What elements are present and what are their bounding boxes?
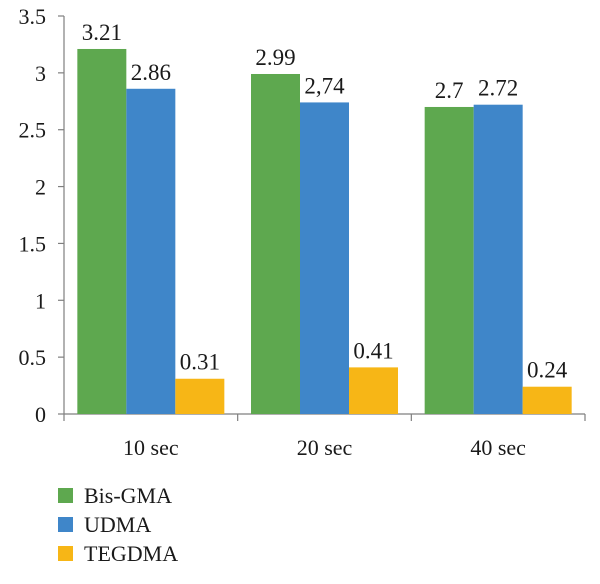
- y-tick-label: 0: [35, 402, 46, 427]
- bar-tegdma: [175, 378, 225, 414]
- x-tick-label: 20 sec: [297, 435, 353, 460]
- bar-tegdma: [522, 386, 572, 414]
- y-tick-label: 2: [35, 175, 46, 200]
- bar-udma: [473, 104, 523, 414]
- bar-udma: [126, 88, 176, 414]
- y-tick-label: 1.5: [19, 231, 47, 256]
- data-label: 2.7: [435, 78, 464, 103]
- data-label: 2.99: [255, 45, 295, 70]
- bar-bis-gma: [424, 106, 474, 414]
- data-labels: 3.21 2.86 0.31 2.99 2,74 0.41 2.7 2.72 0.24: [82, 20, 568, 383]
- legend: Bis-GMA UDMA TEGDMA: [58, 483, 178, 566]
- x-tick-label: 40 sec: [470, 435, 526, 460]
- legend-swatch-tegdma: [58, 546, 73, 561]
- bar-bis-gma: [251, 73, 300, 414]
- data-label: 2,74: [304, 73, 345, 98]
- x-axis: 10 sec 20 sec 40 sec: [63, 413, 586, 460]
- legend-swatch-bis-gma: [58, 488, 73, 503]
- bar-tegdma: [349, 367, 398, 414]
- y-tick-label: 3: [35, 61, 46, 86]
- bar-udma: [300, 102, 349, 415]
- data-label: 3.21: [82, 20, 122, 45]
- data-label: 0.24: [527, 358, 568, 383]
- legend-label: UDMA: [84, 512, 151, 537]
- legend-label: Bis-GMA: [84, 483, 172, 508]
- y-tick-label: 1: [35, 288, 46, 313]
- y-tick-label: 3.5: [19, 4, 47, 29]
- x-tick-label: 10 sec: [123, 435, 179, 460]
- data-label: 2.86: [131, 60, 171, 85]
- y-tick-label: 2.5: [19, 118, 47, 143]
- legend-label: TEGDMA: [84, 541, 178, 566]
- data-label: 2.72: [478, 76, 518, 101]
- y-tick-label: 0.5: [19, 345, 47, 370]
- data-label: 0.41: [353, 338, 393, 363]
- legend-swatch-udma: [58, 517, 73, 532]
- bars: [77, 48, 572, 415]
- y-axis: 0 0.5 1 1.5 2 2.5 3 3.5: [19, 4, 65, 427]
- data-label: 0.31: [180, 350, 220, 375]
- bar-bis-gma: [77, 48, 127, 414]
